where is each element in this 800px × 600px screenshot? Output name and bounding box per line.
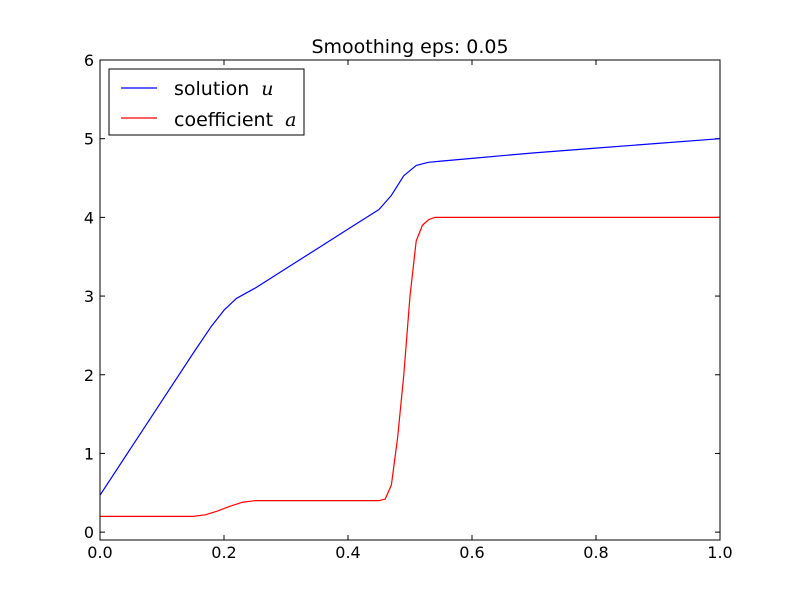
legend-entry-solution: solution u [174,78,274,100]
axes-frame [99,59,721,541]
y-tick-label: 0 [84,523,94,542]
y-tick-label: 1 [84,444,94,463]
y-tick-label: 6 [84,51,94,70]
x-tick-label: 0.2 [211,543,236,562]
legend-label-coefficient: coefficient [174,109,273,131]
legend-math-u: u [261,78,273,100]
x-tick-label: 0.0 [87,543,112,562]
y-tick-label: 5 [84,130,94,149]
legend: solution u coefficient a [108,68,305,136]
y-tick-label: 3 [84,287,94,306]
legend-box [108,68,305,136]
legend-label-solution: solution [174,78,249,100]
y-tick-label: 2 [84,366,94,385]
series-line-coefficient [100,216,720,517]
series-lines [99,138,721,517]
axis-ticks: 0.0 0.2 0.4 0.6 0.8 1.0 0 1 2 3 4 5 6 [84,51,733,562]
x-tick-label: 1.0 [707,543,732,562]
chart-title: Smoothing eps: 0.05 [311,36,508,58]
x-tick-label: 0.8 [583,543,608,562]
x-tick-label: 0.4 [335,543,360,562]
legend-entry-coefficient: coefficient a [174,109,296,131]
legend-math-a: a [285,109,296,131]
x-tick-label: 0.6 [459,543,484,562]
series-line-solution [99,138,721,496]
y-tick-label: 4 [84,208,94,227]
